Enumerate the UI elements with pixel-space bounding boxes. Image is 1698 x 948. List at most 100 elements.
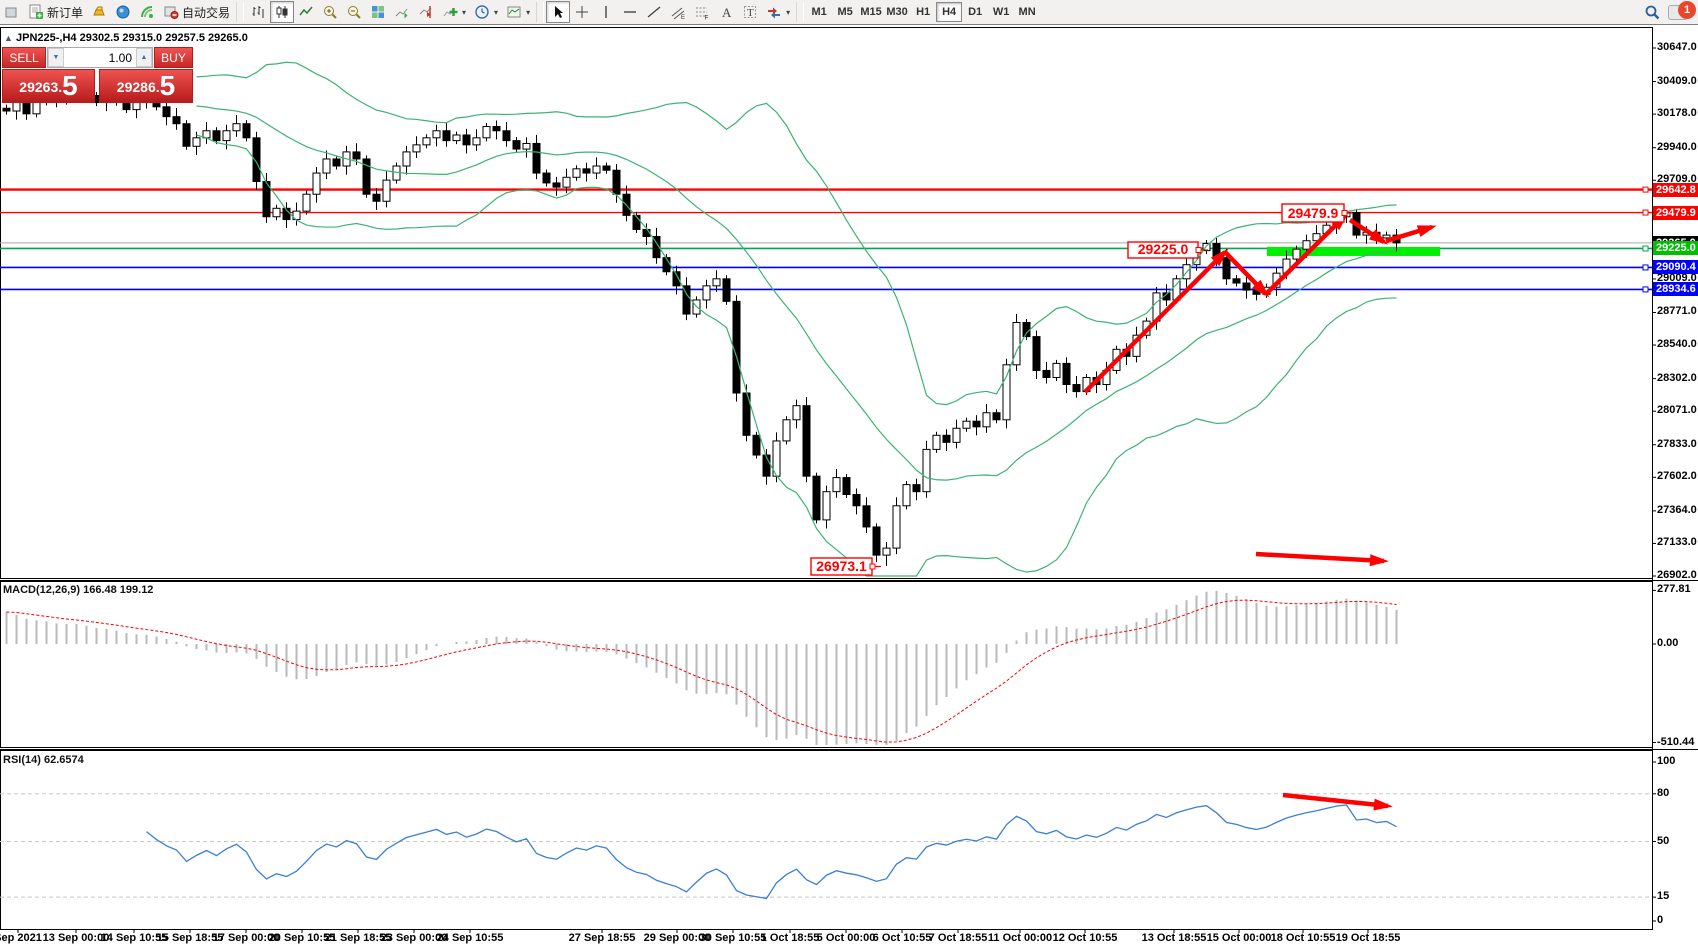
sell-button[interactable]: SELL <box>2 47 46 68</box>
date-tick-20-Sep-10-55: 20 Sep 10:55 <box>268 932 336 944</box>
date-tick-23-Sep-00-00: 23 Sep 00:00 <box>380 932 448 944</box>
trend-arrow[interactable] <box>1083 250 1227 394</box>
hline-handle[interactable] <box>1642 209 1649 216</box>
timeframe-m1-button[interactable]: M1 <box>811 6 827 18</box>
timeframe-h1-button[interactable]: H1 <box>916 6 931 18</box>
tile-windows-button[interactable] <box>366 1 390 23</box>
volume-up-button[interactable]: ▲ <box>136 48 152 67</box>
indicators-button[interactable]: ▾ <box>438 1 470 23</box>
cursor-button[interactable] <box>546 1 571 23</box>
crosshair-button[interactable] <box>570 1 594 23</box>
timeframe-m15-button[interactable]: M15 <box>860 6 882 18</box>
bars-icon <box>252 6 264 18</box>
price-tag-29225.0: 29225.0 <box>1653 241 1698 256</box>
price-tick-29709.0: 29709.0 <box>1657 173 1697 186</box>
bid-main-digits: 29263 <box>19 79 59 95</box>
price-annotations[interactable]: 29479.9 29225.0 26973.1 <box>810 203 1352 576</box>
date-tick-15-Oct-00-00: 15 Oct 00:00 <box>1206 932 1272 944</box>
price-tick-29009.0: 29009.0 <box>1657 271 1697 284</box>
gold-button[interactable] <box>87 1 111 23</box>
hline-icon <box>624 11 637 13</box>
auto-scroll-button[interactable] <box>390 1 414 23</box>
arrowhead <box>1251 279 1270 298</box>
hline-handle[interactable] <box>1642 245 1649 252</box>
timeframe-h4-button[interactable]: H4 <box>936 2 963 22</box>
svg-text:A: A <box>722 5 732 20</box>
signals-button[interactable] <box>135 1 159 23</box>
window-icon[interactable] <box>0 1 24 23</box>
timeframe-w1-button[interactable]: W1 <box>992 6 1010 18</box>
one-click-trading-panel: SELL ▼ 1.00 ▲ BUY 29263. 5 29286. 5 <box>2 47 193 103</box>
candlestick-chart-button[interactable] <box>270 1 295 23</box>
templates-button[interactable]: ▾ <box>502 1 534 23</box>
support-zone-rectangle[interactable] <box>1267 246 1440 256</box>
timeframe-d1-button[interactable]: D1 <box>968 6 983 18</box>
macd-histogram <box>5 590 1398 745</box>
macd-indicator-label: MACD(12,26,9) 166.48 199.12 <box>3 584 154 596</box>
date-tick-24-Sep-10-55: 24 Sep 10:55 <box>436 932 504 944</box>
timeframe-m5-button[interactable]: M5 <box>837 6 853 18</box>
hline-handle[interactable] <box>1642 264 1649 271</box>
bid-price[interactable]: 29263. 5 <box>2 69 95 103</box>
date-tick-29-Sep-00-00: 29 Sep 00:00 <box>643 932 711 944</box>
volume-value[interactable]: 1.00 <box>108 50 132 65</box>
bollinger-middle-line <box>196 105 1397 481</box>
buy-button[interactable]: BUY <box>154 47 193 68</box>
main-toolbar: 新订单 自动交易 ▾ ▾ ▾ E F A T ▾ M1 M5 M15 M30 H1 H4 D1 W1 MN <box>0 0 1698 25</box>
volume-stepper[interactable]: ▼ 1.00 ▲ <box>47 47 153 68</box>
line-chart-button[interactable] <box>294 1 318 23</box>
arrows-icon <box>768 7 781 19</box>
bid-pip-digit: 5 <box>62 70 78 101</box>
bid-point: . <box>58 79 63 95</box>
chart-title: JPN225-,H4 29302.5 29315.0 29257.5 29265… <box>16 32 248 44</box>
text-button[interactable]: A <box>714 1 738 23</box>
bar-chart-button[interactable] <box>246 1 270 23</box>
timeframe-m30-button[interactable]: M30 <box>886 6 908 18</box>
date-tick-15-Sep-18-55: 15 Sep 18:55 <box>156 932 224 944</box>
annotation-handle[interactable] <box>1195 247 1202 253</box>
trend-arrows[interactable] <box>1083 212 1437 811</box>
arrows-button[interactable]: ▾ <box>762 1 794 23</box>
annotation-handle[interactable] <box>869 563 876 570</box>
annotation-handle[interactable] <box>1341 210 1348 216</box>
horizontal-line-button[interactable] <box>618 1 642 23</box>
zoom-out-button[interactable] <box>342 1 366 23</box>
periods-button[interactable]: ▾ <box>470 1 502 23</box>
bollinger-lower-line <box>196 134 1397 577</box>
crosshair-icon <box>576 6 589 18</box>
new-order-button-label: 新订单 <box>47 5 84 20</box>
rsi-indicator-label: RSI(14) 62.6574 <box>3 754 84 766</box>
trend-arrow[interactable] <box>1264 214 1347 296</box>
date-tick-13-Sep-00-00: 13 Sep 00:00 <box>42 932 110 944</box>
hline-handle[interactable] <box>1642 286 1649 293</box>
price-tick-27602.0: 27602.0 <box>1657 470 1697 483</box>
text-label-button[interactable]: T <box>738 1 762 23</box>
date-tick-27-Sep-18-55: 27 Sep 18:55 <box>568 932 636 944</box>
annotation-text: 29479.9 <box>1288 205 1339 221</box>
channel-button[interactable]: E <box>666 1 690 23</box>
autotrading-button[interactable]: 自动交易 <box>159 1 234 23</box>
volume-down-button[interactable]: ▼ <box>48 48 64 67</box>
dropdown-arrow-icon: ▾ <box>786 7 791 17</box>
new-order-button[interactable]: 新订单 <box>24 1 87 23</box>
trend-arrow[interactable] <box>1282 792 1389 809</box>
toolbar-separator <box>536 2 545 22</box>
date-tick-30-Sep-10-55: 30 Sep 10:55 <box>699 932 767 944</box>
search-button[interactable] <box>1640 1 1664 23</box>
arrowhead <box>1369 554 1389 567</box>
price-tick-27833.0: 27833.0 <box>1657 437 1697 450</box>
chart-shift-button[interactable] <box>414 1 438 23</box>
textT-icon: T <box>744 6 757 19</box>
trendline-button[interactable] <box>642 1 666 23</box>
price-tick-29940.0: 29940.0 <box>1657 140 1697 153</box>
vertical-line-button[interactable] <box>594 1 618 23</box>
hline-handle[interactable] <box>1642 186 1649 193</box>
trend-arrow[interactable] <box>1255 551 1385 564</box>
zoom-in-button[interactable] <box>318 1 342 23</box>
annotation-text: 26973.1 <box>816 558 867 574</box>
timeframe-mn-button[interactable]: MN <box>1018 6 1036 18</box>
ask-price[interactable]: 29286. 5 <box>99 69 193 103</box>
chat-notification[interactable]: 1 <box>1668 1 1696 23</box>
community-button[interactable] <box>111 1 135 23</box>
fibonacci-button[interactable]: F <box>690 1 714 23</box>
